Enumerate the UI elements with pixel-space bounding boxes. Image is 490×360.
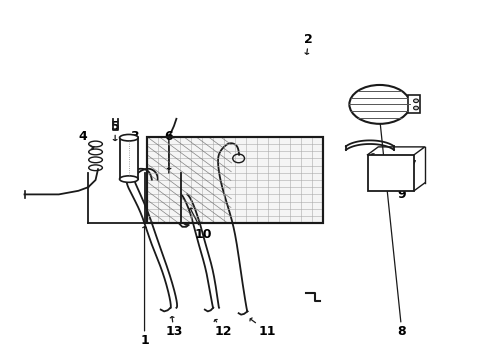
Bar [120, 138, 138, 179]
Text: 2: 2 [304, 33, 313, 54]
Text: 5: 5 [111, 120, 120, 140]
Text: 10: 10 [189, 208, 212, 240]
Bar [147, 137, 323, 223]
Text: 1: 1 [140, 227, 149, 347]
Bar [147, 137, 323, 223]
Ellipse shape [120, 134, 138, 141]
Circle shape [414, 106, 418, 110]
Text: 13: 13 [165, 317, 183, 338]
Text: 9: 9 [371, 154, 406, 201]
Ellipse shape [349, 85, 410, 124]
Text: 7: 7 [395, 159, 416, 173]
Bar [368, 155, 414, 191]
Text: 6: 6 [165, 130, 173, 169]
Ellipse shape [120, 176, 138, 182]
Text: 4: 4 [79, 130, 94, 149]
Text: 3: 3 [130, 130, 139, 169]
Text: 8: 8 [378, 122, 406, 338]
Text: 11: 11 [250, 318, 276, 338]
Text: 12: 12 [214, 319, 232, 338]
Circle shape [414, 99, 418, 103]
Bar [408, 95, 420, 113]
